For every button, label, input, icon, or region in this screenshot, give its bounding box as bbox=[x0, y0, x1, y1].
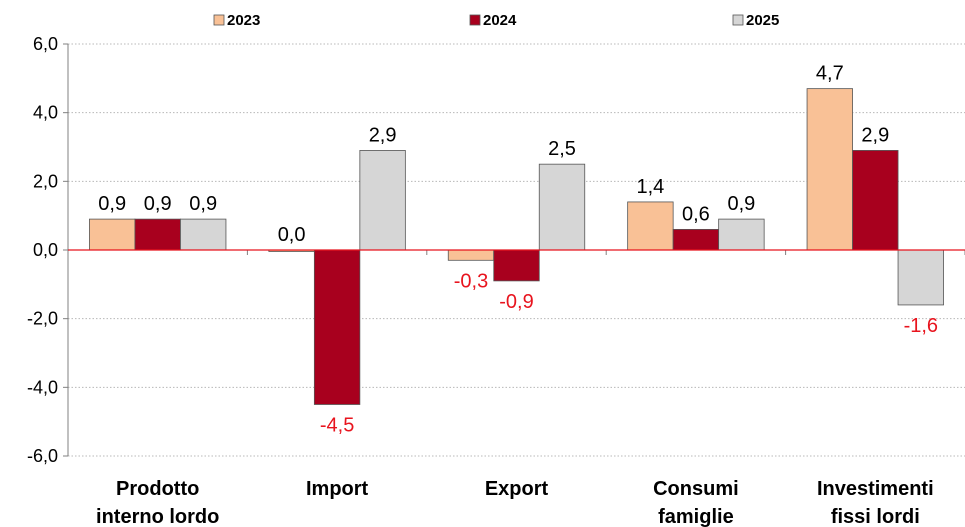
bar bbox=[538, 163, 586, 251]
legend-swatch bbox=[213, 14, 225, 26]
data-label: 2,9 bbox=[369, 124, 397, 146]
legend-swatch bbox=[732, 14, 744, 26]
bar bbox=[134, 218, 181, 251]
legend-swatch bbox=[469, 14, 481, 26]
bar bbox=[852, 150, 899, 251]
data-label: 0,6 bbox=[682, 203, 710, 225]
y-tick-label: -6,0 bbox=[27, 446, 58, 466]
bar bbox=[447, 249, 495, 261]
data-label: -1,6 bbox=[904, 315, 938, 337]
y-tick-label: 6,0 bbox=[33, 34, 58, 54]
data-label: 0,9 bbox=[189, 193, 217, 215]
data-label: 0,0 bbox=[278, 224, 306, 246]
bar bbox=[359, 150, 406, 251]
data-label: -0,9 bbox=[499, 291, 533, 313]
y-axis: 6,0 4,0 2,0 0,0 -2,0 -4,0 -6,0 bbox=[27, 34, 965, 466]
data-label: 0,9 bbox=[144, 193, 172, 215]
category-label: Prodotto bbox=[116, 478, 199, 500]
data-label: 0,9 bbox=[98, 193, 126, 215]
category-label: Consumi bbox=[653, 478, 739, 500]
bar bbox=[718, 218, 765, 251]
legend: 2023 2024 2025 bbox=[213, 12, 779, 29]
legend-label: 2025 bbox=[746, 12, 779, 29]
data-label: 2,5 bbox=[548, 138, 576, 160]
category-label: Export bbox=[485, 478, 549, 500]
bar bbox=[493, 249, 540, 282]
data-labels: 0,9 0,9 0,9 0,0 -4,5 2,9 -0,3 -0,9 2,5 1,4 0,6 0,9 4… bbox=[98, 63, 938, 437]
bar bbox=[897, 249, 944, 306]
gridlines bbox=[68, 43, 965, 457]
y-tick-label: -4,0 bbox=[27, 377, 58, 397]
category-label: fissi lordi bbox=[831, 506, 920, 527]
data-label: 1,4 bbox=[636, 176, 664, 198]
y-tick-label: -2,0 bbox=[27, 309, 58, 329]
y-tick-label: 2,0 bbox=[33, 171, 58, 191]
data-label: 4,7 bbox=[816, 63, 844, 85]
data-label: 0,9 bbox=[727, 193, 755, 215]
legend-label: 2023 bbox=[227, 12, 260, 29]
bar bbox=[89, 218, 136, 251]
bar bbox=[313, 249, 361, 405]
category-label: interno lordo bbox=[96, 506, 219, 527]
y-tick-label: 0,0 bbox=[33, 240, 58, 260]
bar bbox=[806, 88, 853, 251]
bar bbox=[180, 218, 227, 251]
data-label: -4,5 bbox=[320, 415, 354, 437]
category-label: Investimenti bbox=[817, 478, 934, 500]
bars bbox=[89, 88, 944, 405]
y-tick-label: 4,0 bbox=[33, 103, 58, 123]
category-labels: Prodotto interno lordo Import Export Consumi… bbox=[96, 478, 934, 527]
data-label: 2,9 bbox=[861, 124, 889, 146]
legend-label: 2024 bbox=[483, 12, 517, 29]
category-label: Import bbox=[306, 478, 369, 500]
category-label: famiglie bbox=[658, 506, 734, 527]
bar bbox=[627, 201, 674, 251]
data-label: -0,3 bbox=[454, 270, 488, 292]
bar bbox=[672, 228, 720, 251]
